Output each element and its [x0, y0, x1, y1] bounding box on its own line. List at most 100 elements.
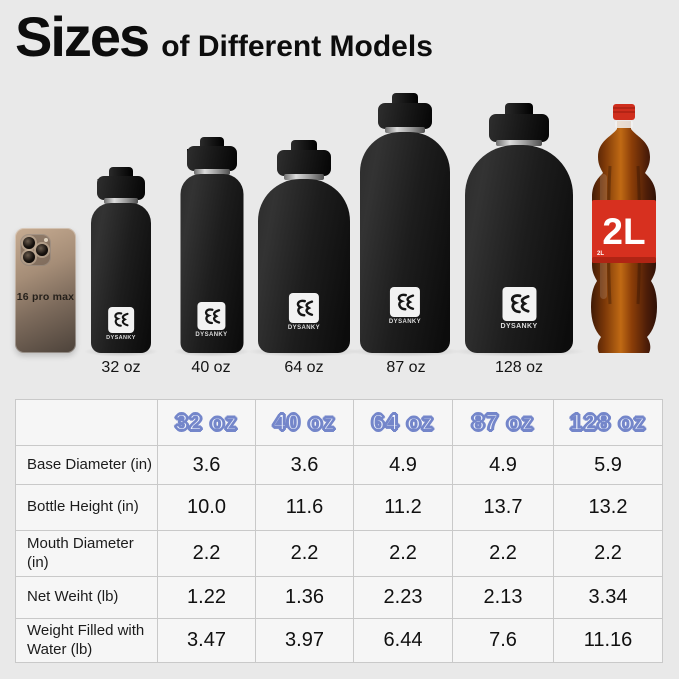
size-label-128oz: 128 oz — [494, 359, 544, 376]
size-label-32oz: 32 oz — [101, 359, 141, 376]
dysanky-logo-icon — [107, 307, 134, 333]
header-cell-32oz: 32 oz — [157, 399, 256, 446]
cell-value: 13.7 — [452, 484, 554, 531]
brand-name: DYSANKY — [195, 332, 228, 338]
brand-name: DYSANKY — [106, 335, 136, 341]
brand-name: DYSANKY — [388, 319, 422, 325]
cell-value: 1.36 — [255, 576, 354, 619]
cell-value: 11.2 — [353, 484, 453, 531]
brand-name: DYSANKY — [500, 323, 538, 330]
bottle-body: DYSANKY — [465, 145, 573, 353]
cola-volume-label: 2L — [602, 211, 645, 252]
cell-value: 2.23 — [353, 576, 453, 619]
steel-neck-ring — [104, 198, 138, 204]
phone-model-label: 16 pro max — [16, 291, 75, 303]
cell-value: 1.22 — [157, 576, 256, 619]
dysanky-logo-icon — [389, 287, 420, 317]
table-row: Base Diameter (in) 3.6 3.6 4.9 4.9 5.9 — [15, 445, 663, 485]
header-cell-128oz: 128 oz — [553, 399, 663, 446]
brand-logo: DYSANKY — [500, 287, 537, 330]
dysanky-logo-icon — [288, 293, 319, 323]
cell-value: 3.6 — [255, 445, 354, 485]
cap-knob — [392, 93, 418, 105]
steel-neck-ring — [385, 127, 425, 133]
bottle-body: DYSANKY — [91, 203, 151, 353]
phone-camera-module-icon — [20, 234, 51, 266]
bottle-body: DYSANKY — [360, 132, 450, 353]
cell-value: 11.6 — [255, 484, 354, 531]
table-row: Net Weiht (lb) 1.22 1.36 2.23 2.13 3.34 — [15, 576, 663, 619]
title-highlight: Sizes — [15, 5, 150, 68]
cell-value: 2.2 — [553, 530, 663, 577]
row-label: Bottle Height (in) — [15, 484, 158, 531]
row-label: Weight Filled with Water (lb) — [15, 618, 158, 663]
cell-value: 3.97 — [255, 618, 354, 663]
header-cell-64oz: 64 oz — [353, 399, 453, 446]
table-row: Bottle Height (in) 10.0 11.6 11.2 13.7 1… — [15, 484, 663, 531]
title-rest: of Different Models — [161, 30, 433, 63]
brand-logo: DYSANKY — [195, 302, 227, 338]
steel-neck-ring — [496, 140, 542, 146]
header-cell-40oz: 40 oz — [255, 399, 354, 446]
table-row: Mouth Diameter (in) 2.2 2.2 2.2 2.2 2.2 — [15, 530, 663, 577]
row-label: Mouth Diameter (in) — [15, 530, 158, 577]
spout-cap — [489, 114, 549, 142]
camera-lens-icon — [23, 237, 35, 249]
cell-value: 4.9 — [452, 445, 554, 485]
bottle-128oz: DYSANKY — [449, 103, 589, 357]
camera-lens-icon — [23, 251, 35, 263]
bottle-body: DYSANKY — [258, 179, 350, 353]
cap-knob — [505, 103, 533, 116]
cola-label — [592, 200, 656, 263]
page-title: Sizes of Different Models — [15, 4, 433, 69]
cola-bottle-scale-reference: 2L 2L — [591, 104, 657, 353]
cell-value: 2.2 — [255, 530, 354, 577]
size-label-40oz: 40 oz — [191, 359, 231, 376]
bottle-40oz: DYSANKY — [171, 137, 252, 357]
spec-table: 32 oz 40 oz 64 oz 87 oz 128 oz Base Diam… — [15, 399, 663, 663]
size-label-64oz: 64 oz — [284, 359, 324, 376]
cell-value: 3.6 — [157, 445, 256, 485]
table-header-row: 32 oz 40 oz 64 oz 87 oz 128 oz — [15, 399, 663, 446]
size-label-87oz: 87 oz — [386, 359, 426, 376]
cell-value: 3.34 — [553, 576, 663, 619]
dysanky-logo-icon — [197, 302, 226, 330]
cell-value: 5.9 — [553, 445, 663, 485]
row-label: Net Weiht (lb) — [15, 576, 158, 619]
brand-logo: DYSANKY — [288, 293, 320, 331]
cell-value: 13.2 — [553, 484, 663, 531]
cell-value: 6.44 — [353, 618, 453, 663]
spout-cap — [186, 146, 237, 171]
header-empty-cell — [15, 399, 158, 446]
header-cell-87oz: 87 oz — [452, 399, 554, 446]
spout-cap — [97, 176, 145, 200]
camera-lens-icon — [36, 244, 48, 256]
dysanky-logo-icon — [502, 287, 536, 321]
iphone-scale-reference: 16 pro max — [15, 228, 76, 353]
table-row: Weight Filled with Water (lb) 3.47 3.97 … — [15, 618, 663, 663]
cell-value: 2.2 — [353, 530, 453, 577]
row-label: Base Diameter (in) — [15, 445, 158, 485]
bottle-body: DYSANKY — [180, 174, 243, 353]
bottle-87oz: DYSANKY — [347, 93, 463, 357]
cola-volume-small-label: 2L — [597, 251, 604, 257]
cell-value: 2.2 — [452, 530, 554, 577]
brand-name: DYSANKY — [287, 325, 321, 331]
cell-value: 4.9 — [353, 445, 453, 485]
brand-logo: DYSANKY — [106, 307, 136, 341]
cell-value: 11.16 — [553, 618, 663, 663]
cell-value: 7.6 — [452, 618, 554, 663]
steel-neck-ring — [284, 174, 324, 180]
spout-cap — [277, 150, 331, 176]
spout-cap — [378, 103, 432, 129]
brand-logo: DYSANKY — [389, 287, 421, 325]
cell-value: 2.2 — [157, 530, 256, 577]
cell-value: 2.13 — [452, 576, 554, 619]
cell-value: 3.47 — [157, 618, 256, 663]
steel-neck-ring — [193, 169, 230, 175]
camera-flash-icon — [44, 238, 48, 242]
bottle-32oz: DYSANKY — [82, 167, 160, 357]
bottle-64oz: DYSANKY — [245, 140, 363, 357]
cell-value: 10.0 — [157, 484, 256, 531]
